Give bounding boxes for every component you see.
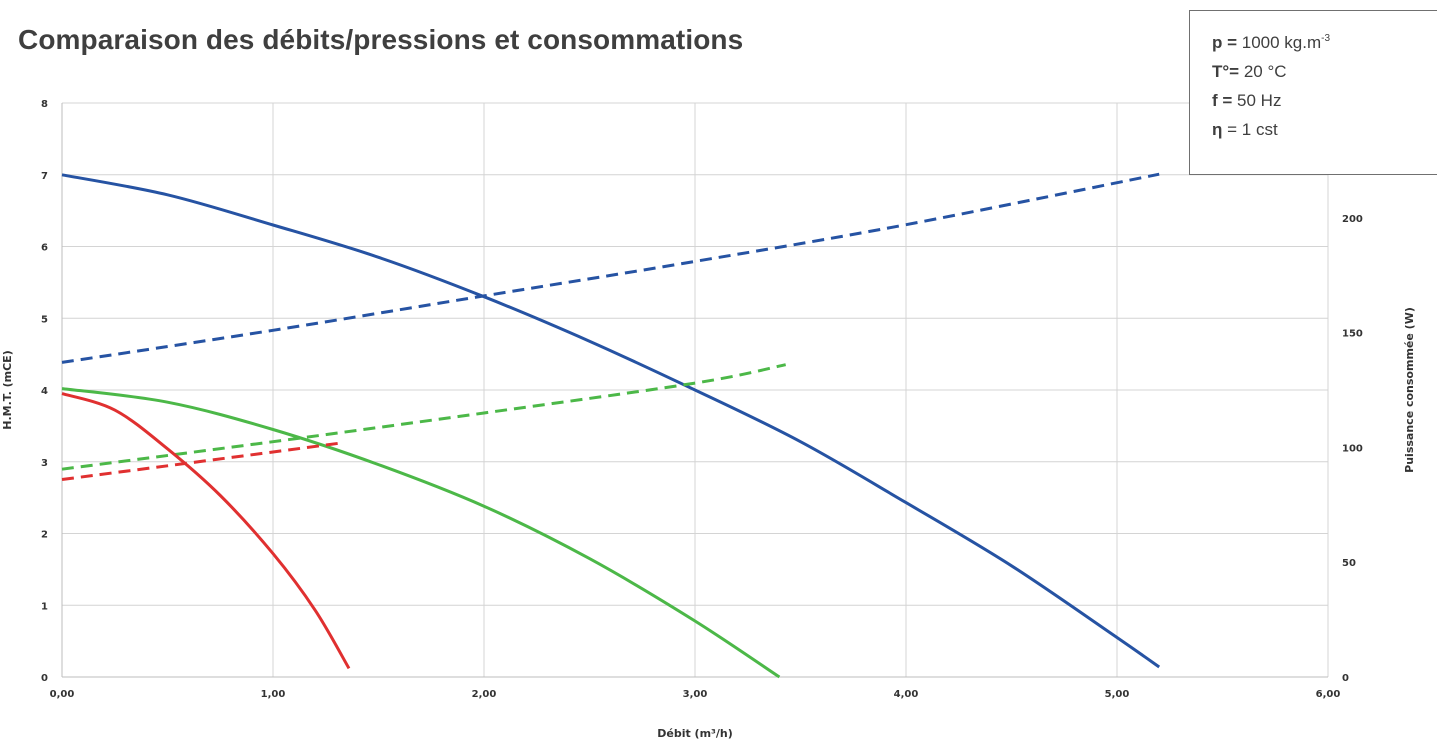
axis-titles: Débit (m³/h) H.M.T. (mCE) Puissance consom… <box>1 307 1416 740</box>
x-tick-label: 6,00 <box>1316 689 1341 700</box>
y-left-axis-title: H.M.T. (mCE) <box>1 350 14 429</box>
y-right-tick-label: 100 <box>1342 443 1363 454</box>
red-power-curve <box>61 441 343 481</box>
y-left-tick-label: 5 <box>41 314 48 325</box>
condition-density-exponent: -3 <box>1321 33 1331 44</box>
condition-frequency: f = 50 Hz <box>1212 86 1437 115</box>
condition-temperature-value: 20 °C <box>1239 62 1287 81</box>
x-tick-label: 4,00 <box>894 689 919 700</box>
condition-density-label: p = <box>1212 33 1238 52</box>
y-left-tick-label: 4 <box>41 386 48 397</box>
blue-hmt-curve <box>61 173 1161 669</box>
x-axis-title: Débit (m³/h) <box>657 727 733 740</box>
green-hmt-curve <box>61 387 781 679</box>
condition-frequency-value: 50 Hz <box>1232 91 1282 110</box>
y-right-tick-label: 150 <box>1342 329 1363 340</box>
condition-temperature: T°= 20 °C <box>1212 57 1437 86</box>
blue-power-curve <box>61 172 1160 364</box>
condition-temperature-label: T°= <box>1212 62 1240 81</box>
condition-viscosity-label: η <box>1212 120 1223 139</box>
condition-viscosity-value: = 1 cst <box>1222 120 1278 139</box>
y-right-tick-label: 50 <box>1342 558 1356 569</box>
x-tick-label: 5,00 <box>1105 689 1130 700</box>
chart-title: Comparaison des débits/pressions et cons… <box>18 24 744 55</box>
condition-viscosity: η = 1 cst <box>1212 115 1437 144</box>
tick-labels: 0,00 1,00 2,00 3,00 4,00 5,00 6,00012345678050… <box>41 99 1363 700</box>
y-left-tick-label: 2 <box>41 530 48 541</box>
y-left-tick-label: 1 <box>41 601 48 612</box>
condition-density-value: 1000 kg.m <box>1237 33 1322 52</box>
red-hmt-curve <box>61 392 351 670</box>
x-tick-label: 3,00 <box>683 689 708 700</box>
green-power-curve <box>61 363 787 471</box>
x-tick-label: 1,00 <box>261 689 286 700</box>
condition-density: p = 1000 kg.m-3 <box>1212 28 1437 57</box>
y-right-tick-label: 200 <box>1342 214 1363 225</box>
y-left-tick-label: 8 <box>41 99 48 110</box>
x-tick-label: 0,00 <box>50 689 75 700</box>
y-left-tick-label: 3 <box>41 458 48 469</box>
y-right-tick-label: 0 <box>1342 673 1349 684</box>
grid-lines <box>61 102 1329 678</box>
curves <box>61 172 1161 679</box>
operating-conditions-box: p = 1000 kg.m-3 T°= 20 °C f = 50 Hz η = … <box>1189 10 1437 175</box>
y-right-axis-title: Puissance consommée (W) <box>1403 307 1416 473</box>
condition-frequency-label: f = <box>1212 91 1233 110</box>
y-left-tick-label: 7 <box>41 171 48 182</box>
y-left-tick-label: 0 <box>41 673 48 684</box>
x-tick-label: 2,00 <box>472 689 497 700</box>
y-left-tick-label: 6 <box>41 243 48 254</box>
